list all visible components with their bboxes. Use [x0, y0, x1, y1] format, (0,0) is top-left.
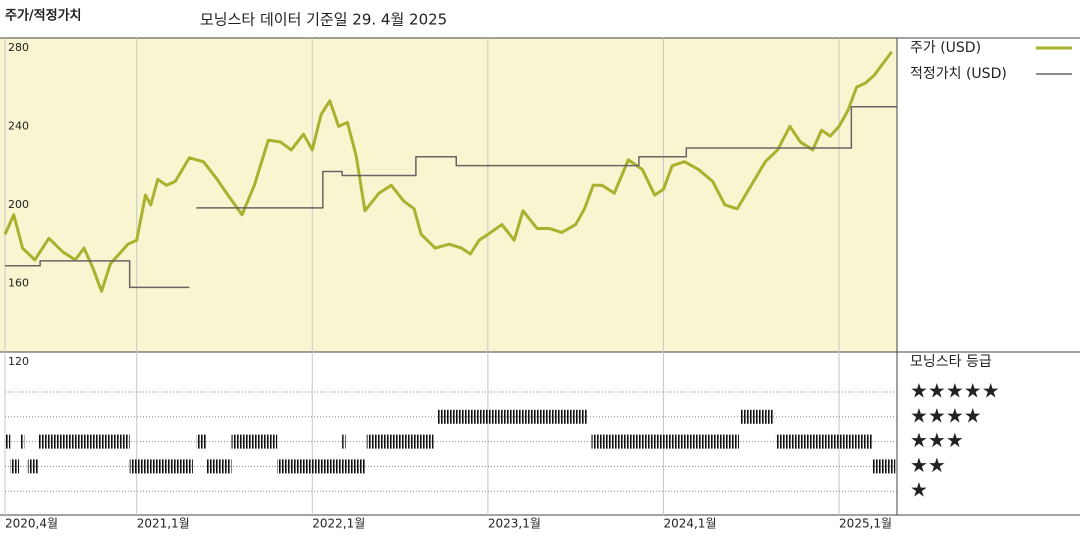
rating-row-label: ★★★★★ [910, 379, 1000, 403]
price-panel [0, 38, 897, 352]
rating-bar [775, 434, 873, 449]
rating-bar [38, 434, 130, 449]
rating-row-label: ★★★ [910, 428, 964, 452]
rating-bar [27, 459, 39, 474]
y-tick-label: 240 [8, 119, 29, 132]
y-tick-label: 160 [8, 276, 29, 289]
legend-label: 주가 (USD) [910, 40, 981, 56]
rating-bar [20, 434, 25, 449]
chart-title: 주가/적정가치 [5, 8, 82, 24]
rating-bar [206, 459, 232, 474]
legend-label: 적정가치 (USD) [910, 66, 1007, 82]
series-line [5, 105, 897, 289]
x-tick-label: 2022,1월 [312, 517, 365, 531]
series-line [3, 50, 893, 293]
x-tick-label: 2021,1월 [137, 517, 190, 531]
chart-subtitle: 모닝스타 데이터 기준일 29. 4월 2025 [200, 11, 447, 29]
rating-bar [872, 459, 896, 474]
rating-bar [366, 434, 434, 449]
rating-title: 모닝스타 등급 [910, 354, 992, 370]
rating-bar [129, 459, 193, 474]
rating-bar [591, 434, 739, 449]
rating-bar [196, 434, 207, 449]
rating-bar [10, 459, 20, 474]
rating-row-label: ★ [910, 478, 928, 502]
rating-bar [436, 409, 588, 424]
rating-bar [342, 434, 346, 449]
rating-bar [277, 459, 365, 474]
y-tick-label: 120 [8, 355, 29, 368]
y-tick-label: 280 [8, 41, 29, 54]
x-tick-label: 2025,1월 [839, 517, 892, 531]
x-tick-label: 2020,4월 [5, 517, 58, 531]
rating-bar [5, 434, 11, 449]
rating-row-label: ★★ [910, 453, 946, 477]
rating-bar [740, 409, 775, 424]
y-tick-label: 200 [8, 198, 29, 211]
rating-row-label: ★★★★ [910, 403, 982, 427]
rating-bar [231, 434, 278, 449]
x-tick-label: 2023,1월 [488, 517, 541, 531]
x-tick-label: 2024,1월 [663, 517, 716, 531]
